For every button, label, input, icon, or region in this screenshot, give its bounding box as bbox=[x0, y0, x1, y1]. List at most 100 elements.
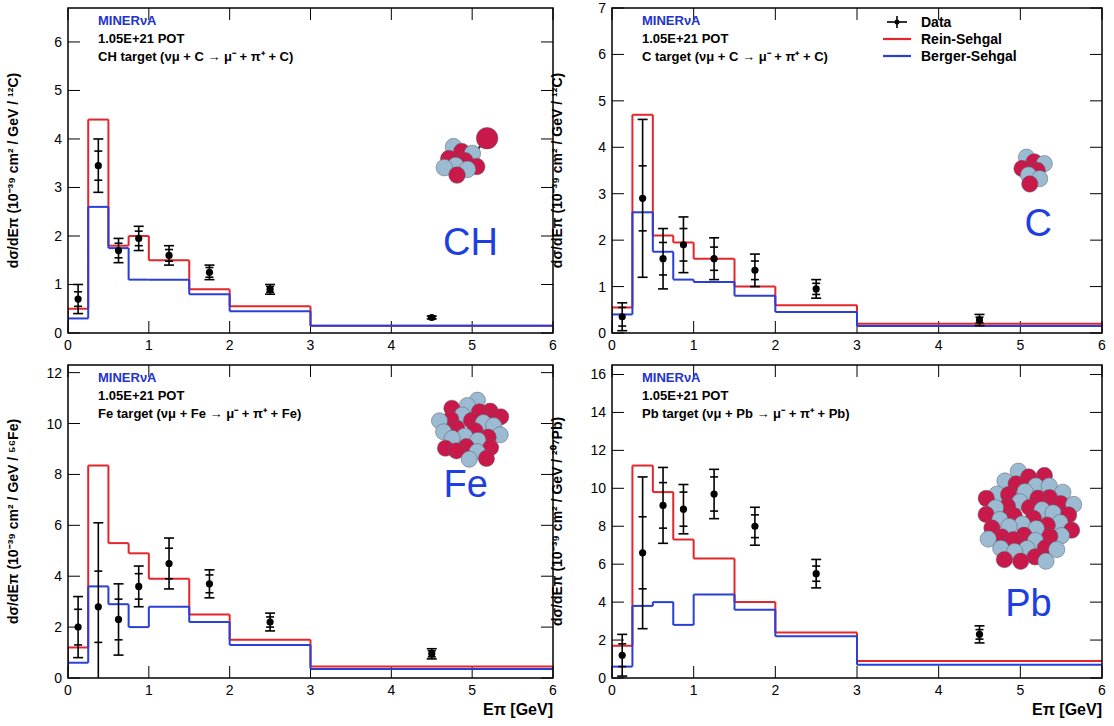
y-tick-label: 0 bbox=[598, 670, 606, 686]
error-cap bbox=[114, 262, 124, 264]
step-bin bbox=[189, 613, 229, 615]
stat-error-cap bbox=[618, 307, 626, 309]
x-tick bbox=[229, 666, 230, 678]
stat-error-cap bbox=[135, 230, 143, 232]
plot-bg bbox=[612, 8, 1102, 333]
step-bin bbox=[230, 305, 311, 307]
y-tick bbox=[541, 284, 553, 285]
error-cap bbox=[658, 543, 668, 545]
step-bin bbox=[694, 594, 735, 596]
reaction: Fe target (νμ + Fe → μ⁻ + π⁺ + Fe) bbox=[98, 406, 301, 421]
x-tick-label: 5 bbox=[1016, 682, 1024, 698]
step-bin bbox=[189, 288, 229, 290]
legend-label: Berger-Sehgal bbox=[921, 48, 1017, 64]
step-bin bbox=[775, 311, 857, 313]
step-bin bbox=[311, 325, 554, 327]
stat-error-cap bbox=[94, 642, 102, 644]
x-tick-label: 4 bbox=[387, 337, 395, 353]
x-tick bbox=[391, 666, 392, 678]
nucleus-icon bbox=[436, 127, 498, 183]
step-bin bbox=[189, 293, 229, 295]
stat-error-cap bbox=[94, 179, 102, 181]
y-tick-label: 5 bbox=[598, 93, 606, 109]
data-point bbox=[680, 506, 687, 513]
data-point bbox=[680, 241, 687, 248]
x-tick bbox=[857, 8, 858, 20]
error-cap bbox=[658, 288, 668, 290]
data-point bbox=[115, 616, 122, 623]
step-riser bbox=[612, 212, 857, 333]
y-tick bbox=[68, 138, 80, 139]
stat-error-cap bbox=[812, 294, 820, 296]
y-tick-label: 4 bbox=[54, 568, 62, 584]
step-bin bbox=[311, 668, 554, 670]
error-cap bbox=[678, 533, 688, 535]
data-point bbox=[639, 549, 646, 556]
stat-error-cap bbox=[659, 527, 667, 529]
x-tick-label: 1 bbox=[690, 337, 698, 353]
y-tick-label: 4 bbox=[598, 594, 606, 610]
stat-error-cap bbox=[812, 283, 820, 285]
y-tick-label: 10 bbox=[590, 480, 606, 496]
y-tick bbox=[612, 374, 624, 375]
x-tick bbox=[310, 365, 311, 377]
subtitle: 1.05E+21 POT bbox=[642, 31, 728, 46]
step-riser bbox=[68, 466, 311, 678]
x-tick bbox=[391, 321, 392, 333]
data-point bbox=[428, 314, 435, 321]
y-tick-label: 12 bbox=[590, 442, 606, 458]
stat-error-cap bbox=[165, 249, 173, 251]
y-tick-label: 6 bbox=[598, 556, 606, 572]
x-tick bbox=[229, 8, 230, 20]
stat-error-cap bbox=[74, 306, 82, 308]
y-tick-label: 10 bbox=[46, 416, 62, 432]
y-tick-label: 4 bbox=[598, 139, 606, 155]
legend-key bbox=[883, 38, 911, 40]
data-point bbox=[95, 603, 102, 610]
stat-error-cap bbox=[659, 242, 667, 244]
data-point bbox=[813, 285, 820, 292]
y-tick-label: 16 bbox=[590, 366, 606, 382]
x-tick bbox=[391, 8, 392, 20]
y-tick bbox=[68, 41, 80, 42]
y-tick bbox=[1090, 526, 1102, 527]
subtitle: 1.05E+21 POT bbox=[642, 388, 728, 403]
error-cap bbox=[638, 476, 648, 478]
y-tick bbox=[68, 90, 80, 91]
target-label: CH bbox=[443, 221, 498, 263]
icon-nucleon bbox=[1022, 176, 1038, 192]
step-bin bbox=[149, 279, 189, 281]
plot-bg bbox=[68, 365, 553, 678]
step-riser bbox=[68, 120, 311, 333]
data-point bbox=[813, 570, 820, 577]
step-bin bbox=[694, 281, 735, 283]
step-bin bbox=[189, 621, 229, 623]
step-bin bbox=[149, 606, 189, 608]
error-cap bbox=[204, 569, 214, 571]
step-bin bbox=[129, 552, 149, 554]
stat-error-cap bbox=[976, 638, 984, 640]
x-tick-label: 1 bbox=[690, 682, 698, 698]
target-label: Pb bbox=[1005, 582, 1051, 624]
step-riser bbox=[68, 586, 311, 678]
stat-error-cap bbox=[639, 230, 647, 232]
error-cap bbox=[709, 237, 719, 239]
y-tick-label: 2 bbox=[598, 232, 606, 248]
icon-nucleon bbox=[449, 167, 466, 184]
x-tick bbox=[472, 8, 473, 20]
x-tick-label: 6 bbox=[1098, 682, 1106, 698]
data-point bbox=[165, 560, 172, 567]
stat-error-cap bbox=[135, 573, 143, 575]
x-axis-title: Eπ [GeV] bbox=[483, 701, 553, 718]
stat-error-cap bbox=[205, 276, 213, 278]
stat-error-cap bbox=[751, 279, 759, 281]
data-point bbox=[976, 631, 983, 638]
stat-error-cap bbox=[751, 514, 759, 516]
x-tick bbox=[1020, 365, 1021, 377]
y-tick bbox=[612, 488, 624, 489]
y-tick-label: 4 bbox=[54, 131, 62, 147]
step-bin bbox=[612, 666, 632, 668]
step-bin bbox=[673, 539, 693, 541]
icon-nucleon bbox=[1038, 553, 1054, 569]
x-tick-label: 6 bbox=[1098, 337, 1106, 353]
